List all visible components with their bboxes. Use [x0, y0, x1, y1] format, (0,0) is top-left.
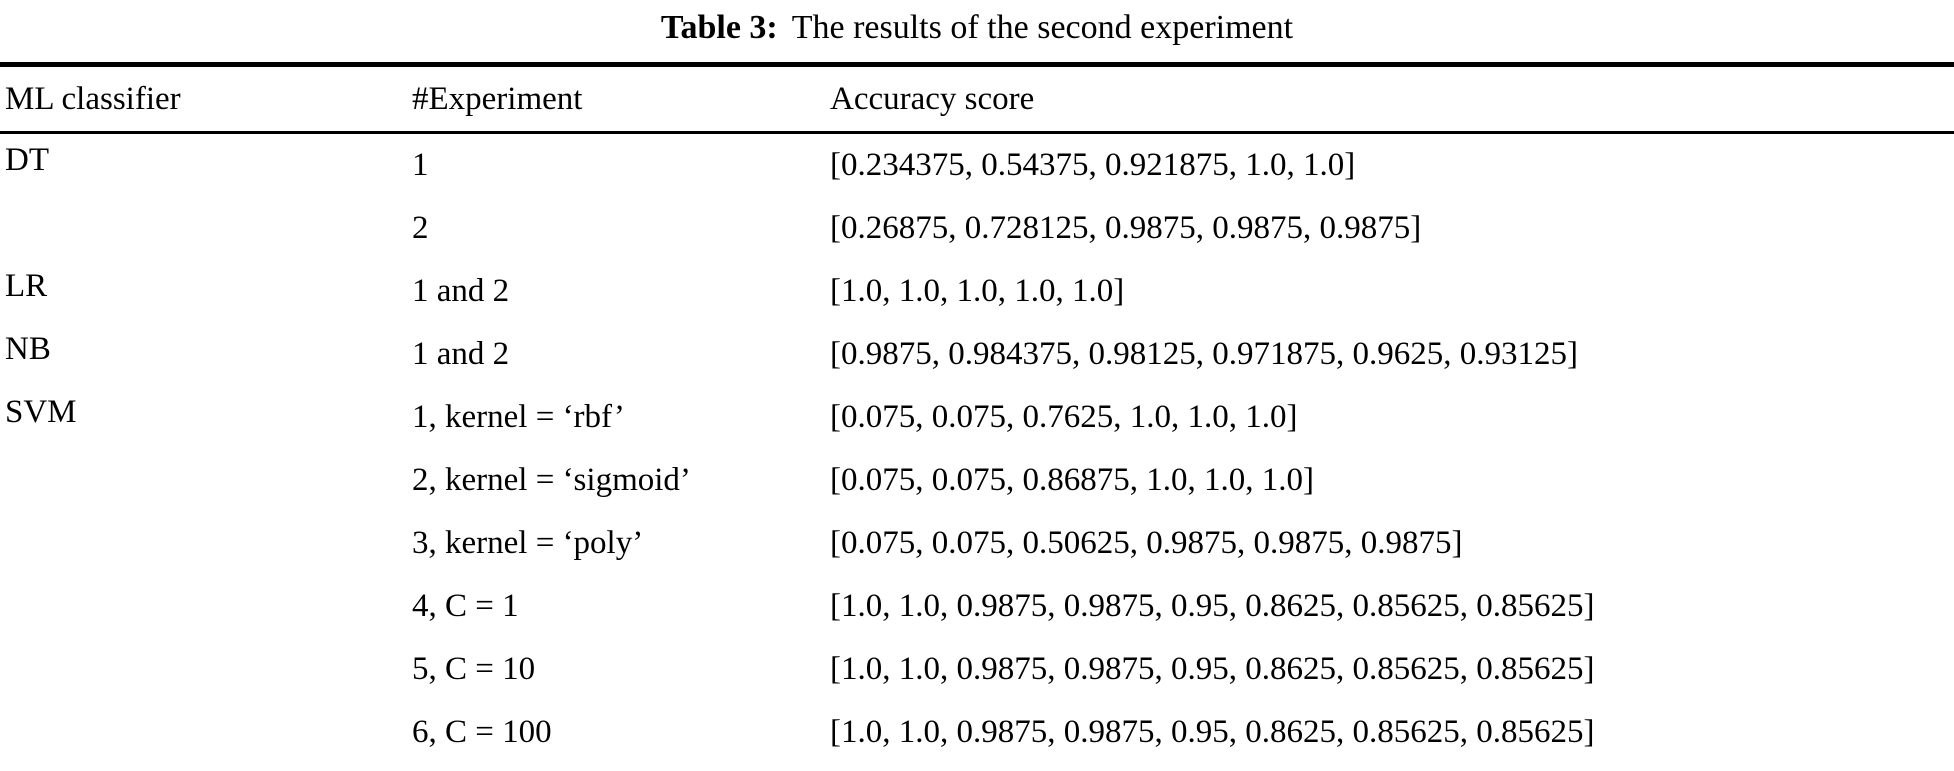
cell-accuracy: [0.075, 0.075, 0.7625, 1.0, 1.0, 1.0] — [830, 399, 1298, 435]
cell-accuracy: [0.9875, 0.984375, 0.98125, 0.971875, 0.… — [830, 336, 1578, 372]
cell-accuracy: [1.0, 1.0, 1.0, 1.0, 1.0] — [830, 273, 1125, 309]
cell-experiment: 1, kernel = ‘rbf’ — [412, 399, 625, 435]
cell-experiment: 5, C = 10 — [412, 651, 536, 687]
table-row: SVM 1, kernel = ‘rbf’ [0.075, 0.075, 0.7… — [0, 386, 1954, 449]
cell-experiment: 2, kernel = ‘sigmoid’ — [412, 462, 691, 498]
cell-classifier — [0, 197, 412, 260]
cell-accuracy: [1.0, 1.0, 0.9875, 0.9875, 0.95, 0.8625,… — [830, 588, 1595, 624]
cell-accuracy: [0.26875, 0.728125, 0.9875, 0.9875, 0.98… — [830, 210, 1422, 246]
cell-accuracy: [0.990625, 0.909375, 0.875, 0.85, 0.8312… — [830, 764, 1954, 771]
cell-experiment: 1 — [412, 147, 429, 183]
column-header-experiment: #Experiment — [412, 64, 830, 134]
cell-classifier — [0, 575, 412, 638]
table-row: 2 [0.26875, 0.728125, 0.9875, 0.9875, 0.… — [0, 197, 1954, 260]
cell-classifier: LR — [5, 268, 48, 304]
cell-accuracy: [1.0, 1.0, 0.9875, 0.9875, 0.95, 0.8625,… — [830, 714, 1595, 750]
cell-classifier — [0, 449, 412, 512]
table-caption: Table 3: The results of the second experi… — [0, 0, 1954, 62]
table-row: KNN 1 [0.990625, 0.909375, 0.875, 0.85, … — [0, 764, 1954, 771]
cell-experiment: 2 — [412, 210, 429, 246]
header-row: ML classifier #Experiment Accuracy score — [0, 64, 1954, 134]
cell-classifier — [0, 638, 412, 701]
table-row: DT 1 [0.234375, 0.54375, 0.921875, 1.0, … — [0, 133, 1954, 198]
cell-classifier — [0, 512, 412, 575]
table-caption-text: The results of the second experiment — [791, 9, 1294, 46]
cell-experiment: 4, C = 1 — [412, 588, 519, 624]
table-row: 5, C = 10 [1.0, 1.0, 0.9875, 0.9875, 0.9… — [0, 638, 1954, 701]
cell-experiment: 6, C = 100 — [412, 714, 552, 750]
table-caption-label: Table 3: — [660, 9, 778, 46]
column-header-accuracy: Accuracy score — [830, 64, 1954, 134]
cell-experiment: 1 and 2 — [412, 273, 510, 309]
cell-accuracy: [0.075, 0.075, 0.50625, 0.9875, 0.9875, … — [830, 525, 1463, 561]
cell-classifier: KNN — [0, 764, 412, 771]
table-row: 6, C = 100 [1.0, 1.0, 0.9875, 0.9875, 0.… — [0, 701, 1954, 764]
table-row: 2, kernel = ‘sigmoid’ [0.075, 0.075, 0.8… — [0, 449, 1954, 512]
results-table-header: ML classifier #Experiment Accuracy score — [0, 64, 1954, 134]
results-table-body: DT 1 [0.234375, 0.54375, 0.921875, 1.0, … — [0, 133, 1954, 771]
table-row: 4, C = 1 [1.0, 1.0, 0.9875, 0.9875, 0.95… — [0, 575, 1954, 638]
cell-classifier: SVM — [5, 394, 77, 430]
cell-classifier — [0, 701, 412, 764]
cell-classifier: DT — [5, 142, 49, 178]
column-header-classifier: ML classifier — [0, 64, 412, 134]
results-table: ML classifier #Experiment Accuracy score… — [0, 62, 1954, 771]
cell-experiment: 1 — [412, 764, 830, 771]
cell-accuracy: [1.0, 1.0, 0.9875, 0.9875, 0.95, 0.8625,… — [830, 651, 1595, 687]
table-row: NB 1 and 2 [0.9875, 0.984375, 0.98125, 0… — [0, 323, 1954, 386]
table-row: LR 1 and 2 [1.0, 1.0, 1.0, 1.0, 1.0] — [0, 260, 1954, 323]
cell-accuracy: [0.234375, 0.54375, 0.921875, 1.0, 1.0] — [830, 147, 1356, 183]
cell-experiment: 3, kernel = ‘poly’ — [412, 525, 644, 561]
table-row: 3, kernel = ‘poly’ [0.075, 0.075, 0.5062… — [0, 512, 1954, 575]
cell-experiment: 1 and 2 — [412, 336, 510, 372]
cell-accuracy: [0.075, 0.075, 0.86875, 1.0, 1.0, 1.0] — [830, 462, 1314, 498]
cell-classifier: NB — [5, 331, 51, 367]
